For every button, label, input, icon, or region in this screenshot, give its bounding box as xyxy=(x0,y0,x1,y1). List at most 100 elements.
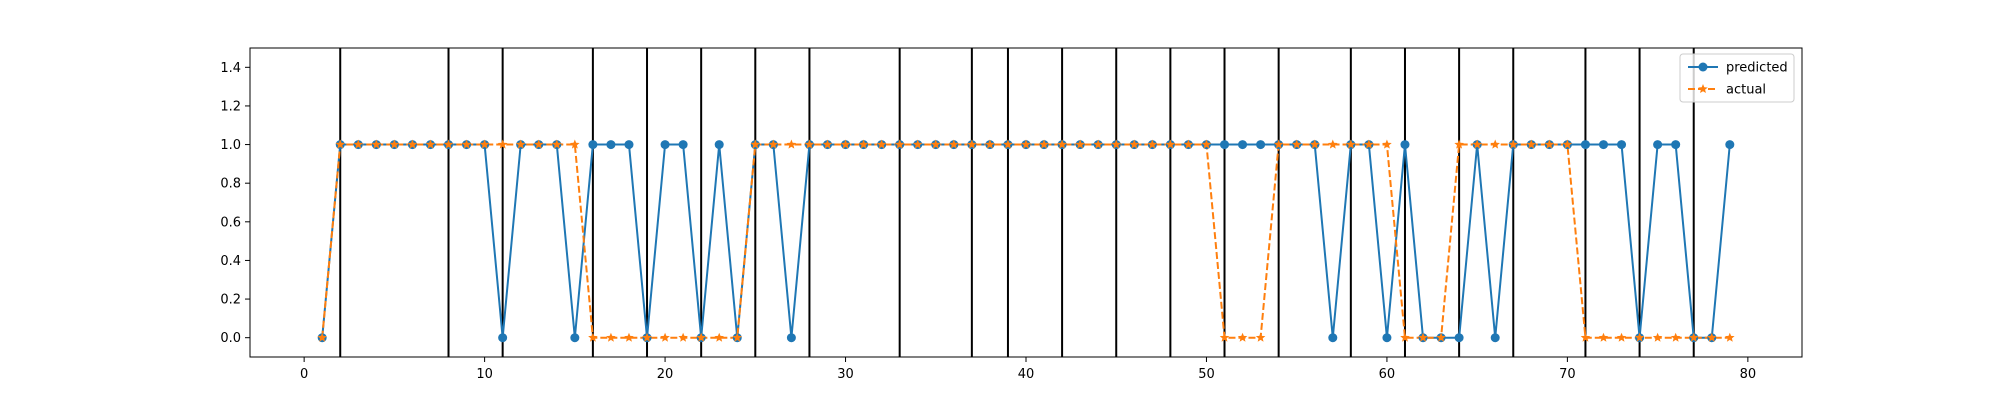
data-point-actual xyxy=(1039,139,1049,149)
data-point-actual xyxy=(515,139,526,149)
data-point-predicted xyxy=(1382,333,1392,343)
legend: predicted actual xyxy=(1679,53,1795,103)
data-point-actual xyxy=(858,139,869,149)
data-point-predicted xyxy=(624,140,634,150)
data-point-actual xyxy=(1183,139,1194,149)
data-point-actual xyxy=(786,139,797,149)
x-tick-label: 70 xyxy=(1559,367,1576,382)
data-point-actual xyxy=(588,332,598,342)
data-point-actual xyxy=(353,139,364,149)
data-point-actual xyxy=(1526,139,1537,149)
data-point-actual xyxy=(1237,332,1248,342)
data-point-actual xyxy=(1418,332,1428,342)
data-point-actual xyxy=(1598,332,1609,342)
data-point-actual xyxy=(1111,139,1121,149)
data-point-actual xyxy=(696,332,706,342)
data-point-actual xyxy=(533,139,544,149)
legend-label-actual: actual xyxy=(1726,83,1766,98)
data-point-actual xyxy=(1616,332,1627,342)
data-point-actual xyxy=(1147,139,1158,149)
data-point-actual xyxy=(840,139,851,149)
data-point-actual xyxy=(1291,139,1302,149)
data-point-actual xyxy=(1508,139,1519,149)
data-point-actual xyxy=(822,139,833,149)
legend-marker-actual xyxy=(1698,84,1708,94)
data-point-actual xyxy=(1544,139,1555,149)
data-point-actual xyxy=(1328,139,1338,149)
x-tick-label: 0 xyxy=(300,367,308,382)
data-point-actual xyxy=(624,332,634,342)
data-point-actual xyxy=(461,139,472,149)
data-point-predicted xyxy=(1653,140,1663,150)
data-point-actual xyxy=(1725,332,1735,342)
y-tick-label: 0.0 xyxy=(220,331,241,346)
data-point-actual xyxy=(1219,332,1230,342)
data-point-predicted xyxy=(1490,333,1500,343)
data-point-actual xyxy=(371,139,382,149)
data-point-predicted xyxy=(1256,140,1266,150)
y-tick-label: 0.2 xyxy=(220,293,241,308)
data-point-actual xyxy=(642,332,652,342)
data-point-actual xyxy=(912,139,923,149)
data-point-actual xyxy=(678,332,688,342)
y-tick-label: 0.8 xyxy=(220,177,241,192)
data-point-actual xyxy=(606,332,616,342)
data-point-predicted xyxy=(1725,140,1735,150)
y-tick-label: 1.0 xyxy=(220,138,241,153)
data-point-actual xyxy=(1670,332,1681,342)
x-tick-label: 20 xyxy=(657,367,674,382)
data-point-predicted xyxy=(1580,140,1590,150)
data-point-actual xyxy=(1382,139,1392,149)
data-point-actual xyxy=(317,332,327,342)
data-point-actual xyxy=(967,139,977,149)
data-point-actual xyxy=(1688,332,1699,342)
data-point-predicted xyxy=(1400,140,1410,150)
data-point-actual xyxy=(1093,139,1103,149)
data-point-predicted xyxy=(1671,140,1681,150)
axes-frame xyxy=(249,47,1803,358)
y-tick-label: 0.4 xyxy=(220,254,241,269)
data-point-actual xyxy=(876,139,887,149)
data-point-actual xyxy=(443,139,454,149)
data-point-actual xyxy=(1580,332,1591,342)
data-point-actual xyxy=(1309,139,1320,149)
data-point-predicted xyxy=(660,140,670,150)
data-point-predicted xyxy=(1238,140,1248,150)
data-point-predicted xyxy=(588,140,598,150)
data-point-actual xyxy=(1273,139,1284,149)
data-point-predicted xyxy=(714,140,724,150)
data-point-actual xyxy=(1075,139,1085,149)
data-point-actual xyxy=(949,139,959,149)
data-point-actual xyxy=(425,139,436,149)
data-point-predicted xyxy=(786,333,796,343)
data-point-actual xyxy=(931,139,941,149)
legend-marker-predicted xyxy=(1698,62,1708,72)
data-point-actual xyxy=(1400,332,1410,342)
y-tick-label: 1.4 xyxy=(220,61,241,76)
data-point-actual xyxy=(1165,139,1176,149)
data-point-predicted xyxy=(1617,140,1627,150)
x-tick-label: 10 xyxy=(476,367,493,382)
data-point-actual xyxy=(1454,139,1464,149)
x-tick-label: 30 xyxy=(837,367,854,382)
data-point-predicted xyxy=(1328,333,1338,343)
data-point-actual xyxy=(1129,139,1140,149)
x-tick-label: 40 xyxy=(1018,367,1035,382)
x-tick-label: 60 xyxy=(1379,367,1396,382)
data-point-actual xyxy=(570,139,580,149)
data-point-actual xyxy=(1003,139,1013,149)
data-point-actual xyxy=(1201,139,1212,149)
data-point-actual xyxy=(1707,332,1717,342)
data-point-predicted xyxy=(678,140,688,150)
data-point-actual xyxy=(714,332,724,342)
data-point-actual xyxy=(894,139,905,149)
data-point-actual xyxy=(1562,139,1573,149)
data-point-actual xyxy=(552,139,562,149)
data-point-actual xyxy=(479,139,490,149)
data-point-actual xyxy=(1634,332,1645,342)
y-tick-label: 1.2 xyxy=(220,99,241,114)
data-point-actual xyxy=(750,139,761,149)
legend-label-predicted: predicted xyxy=(1726,61,1788,76)
